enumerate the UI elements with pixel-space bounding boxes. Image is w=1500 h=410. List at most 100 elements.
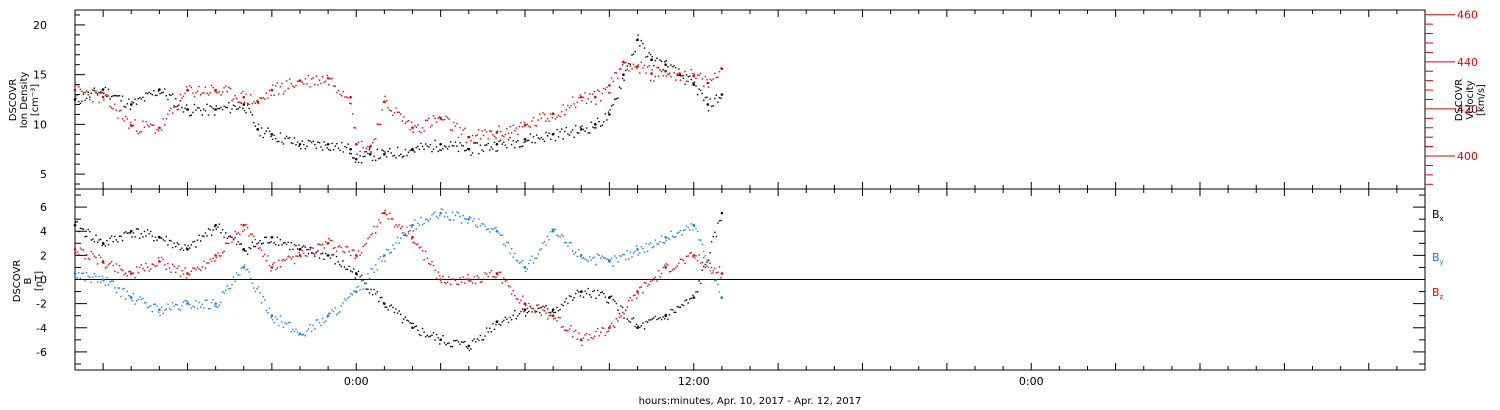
b-series-Bx-point [554, 311, 557, 314]
b-series-Bz-point [128, 271, 130, 273]
top-velocity-series-point [634, 65, 636, 68]
top-density-series-point [440, 149, 442, 152]
top-density-series-point [332, 149, 335, 151]
y-tick-label: 6 [40, 201, 47, 214]
top-velocity-series-point [341, 95, 343, 97]
b-series-Bx-point [556, 306, 558, 309]
top-velocity-series-point [526, 123, 528, 126]
top-velocity-series-point [504, 133, 507, 136]
top-velocity-series-point [287, 87, 289, 90]
b-series-By-point [112, 280, 114, 282]
top-density-series-point [285, 135, 288, 138]
top-density-series-point [257, 123, 260, 125]
b-series-Bx-point [718, 220, 721, 222]
b-series-Bz-point [292, 256, 294, 258]
top-velocity-series-point [123, 120, 125, 122]
b-series-By-point [296, 331, 299, 333]
b-series-Bz-point [217, 252, 219, 254]
b-series-Bx-point [567, 302, 569, 305]
top-density-series-point [347, 143, 349, 145]
top-density-series-point [325, 144, 327, 146]
b-series-By-point [157, 311, 160, 313]
b-series-By-point [526, 268, 528, 270]
b-series-Bz-point [668, 271, 671, 273]
b-series-Bz-point [321, 243, 324, 245]
top-velocity-series-marker [594, 95, 597, 99]
b-series-Bz-point [540, 314, 542, 317]
top-velocity-series-point [253, 101, 255, 103]
b-series-Bx-point [446, 342, 449, 345]
b-series-By-point [650, 242, 652, 244]
b-series-Bx-point [589, 294, 591, 296]
b-series-Bz-point [140, 264, 142, 266]
b-series-By-point [348, 296, 350, 298]
b-series-Bx-point [217, 226, 219, 228]
b-series-Bx-point [198, 234, 200, 236]
top-density-series-point [178, 104, 180, 106]
b-series-Bx-point [165, 235, 167, 238]
top-velocity-series-point [179, 93, 182, 96]
b-series-Bz-point [485, 273, 488, 275]
top-density-series-point [621, 77, 624, 80]
top-density-series-point [521, 145, 524, 147]
top-velocity-series-point [150, 123, 152, 125]
top-density-series-point [598, 120, 600, 123]
b-series-Bz-point [678, 262, 680, 264]
b-series-By-point [428, 220, 430, 222]
b-series-By-point [143, 302, 146, 304]
b-series-By-point [276, 318, 278, 320]
b-series-By-point [637, 254, 639, 256]
top-velocity-series-point [318, 79, 321, 81]
b-series-Bx-point [543, 306, 546, 309]
top-velocity-series-marker [383, 100, 386, 104]
b-series-Bx-point [500, 324, 502, 326]
top-velocity-series-point [668, 73, 671, 75]
top-velocity-series-point [385, 100, 388, 102]
b-series-Bx-point [495, 323, 497, 326]
b-series-Bx-point [587, 287, 589, 290]
top-velocity-series-point [546, 118, 549, 120]
b-series-Bz-point [506, 279, 508, 281]
top-density-series-point [495, 150, 497, 152]
top-density-series-point [660, 60, 663, 62]
b-series-Bx-point [342, 260, 344, 262]
b-series-Bz-marker [411, 235, 414, 239]
b-series-By-point [312, 324, 314, 327]
b-series-Bz-point [89, 258, 91, 261]
top-velocity-series-point [275, 85, 277, 87]
b-series-Bz-point [682, 259, 685, 262]
top-density-series-point [245, 112, 247, 114]
b-series-Bz-point [384, 209, 386, 212]
top-density-series-marker [411, 147, 414, 151]
top-velocity-series-point [278, 93, 280, 95]
b-series-Bz-point [607, 330, 610, 332]
top-velocity-series-point [509, 125, 511, 128]
b-series-By-point [617, 261, 619, 263]
top-velocity-series-point [215, 91, 217, 94]
b-series-By-point [570, 241, 572, 244]
b-series-Bx-point [285, 243, 288, 246]
b-series-Bz-point [248, 235, 250, 237]
b-series-By-point [125, 298, 127, 300]
top-velocity-series-point [237, 101, 239, 103]
top-density-series-point [453, 145, 455, 147]
b-series-Bz-marker [214, 254, 217, 257]
b-series-By-point [439, 214, 441, 217]
top-velocity-series-point [132, 124, 135, 127]
top-velocity-series-point [515, 127, 517, 129]
top-density-series-point [185, 104, 188, 106]
b-series-Bx-point [406, 319, 408, 321]
legend-label-base: B [1432, 286, 1440, 299]
b-series-By-point [495, 227, 497, 229]
top-density-series-point [242, 107, 244, 110]
b-series-By-point [406, 226, 408, 228]
b-series-Bz-point [621, 311, 624, 314]
b-series-Bz-point [590, 336, 592, 339]
b-series-By-point [381, 260, 383, 262]
b-series-By-point [278, 324, 280, 327]
b-series-By-point [484, 225, 486, 227]
b-series-By-point [384, 260, 386, 262]
b-series-Bx-point [371, 294, 374, 296]
top-density-series-point [210, 106, 213, 108]
top-density-series-point [349, 152, 351, 154]
